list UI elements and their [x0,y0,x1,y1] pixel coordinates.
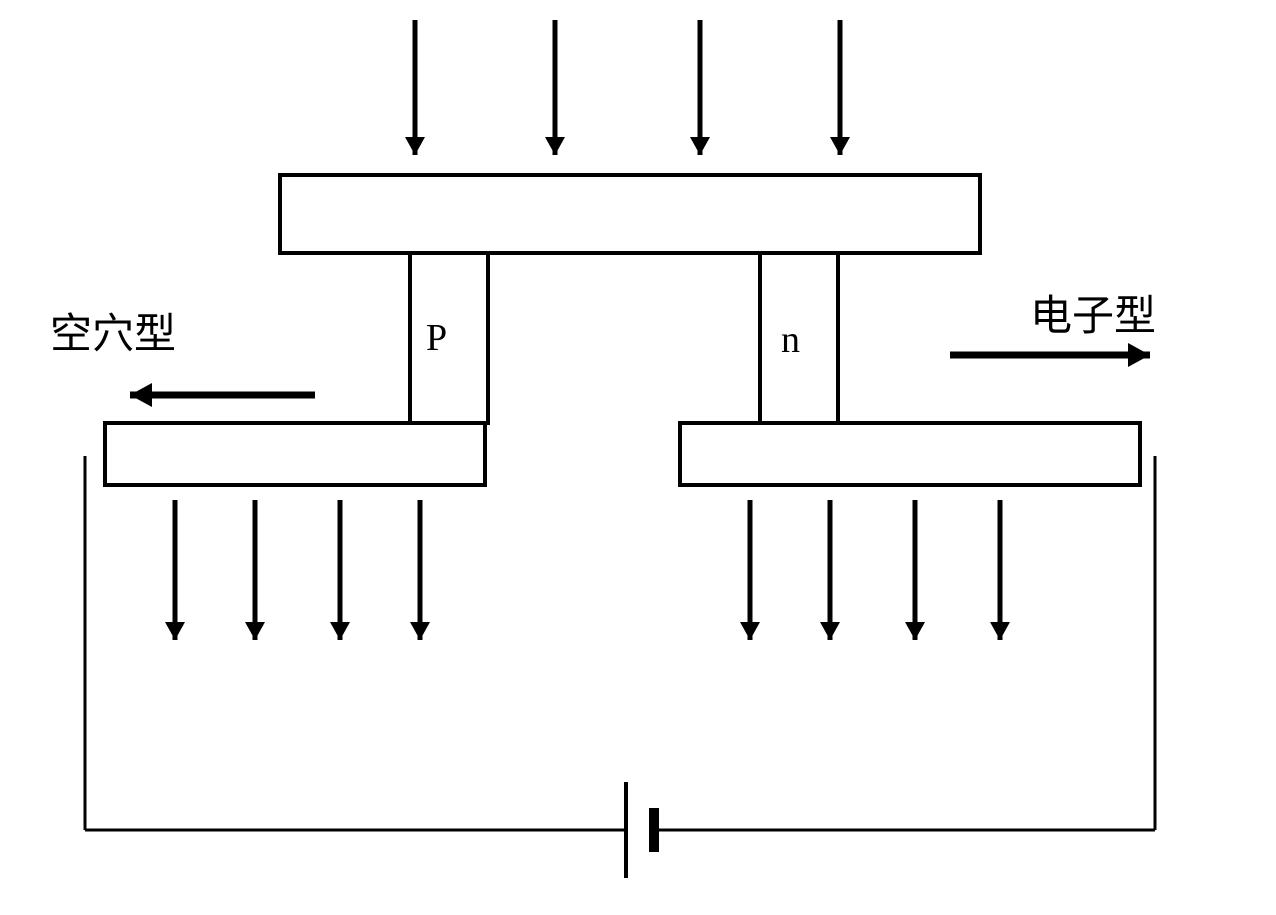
down-arrow [690,20,710,155]
down-arrow [830,20,850,155]
down-arrow [405,20,425,155]
down-arrow [545,20,565,155]
down-arrow [410,500,430,640]
bottom-left [105,423,485,485]
down-arrow [820,500,840,640]
top-plate [280,175,980,253]
circuit-wire-group [85,456,1155,878]
p-leg [410,253,488,423]
plates-group [105,175,1140,485]
down-arrow [330,500,350,640]
down-arrow [245,500,265,640]
thermoelectric-diagram: Pn 空穴型 电子型 [0,0,1276,915]
hole-label: 空穴型 [50,311,176,358]
n-label: n [781,319,800,361]
down-arrow [905,500,925,640]
arrows-group [130,20,1150,640]
labels-group: Pn 空穴型 电子型 [50,294,1156,361]
down-arrow [165,500,185,640]
electron-label: 电子型 [1030,294,1156,340]
bottom-right [680,423,1140,485]
down-arrow [990,500,1010,640]
down-arrow [740,500,760,640]
p-label: P [426,317,447,359]
electron-flow-arrow [950,343,1150,367]
hole-flow-arrow [130,383,315,407]
